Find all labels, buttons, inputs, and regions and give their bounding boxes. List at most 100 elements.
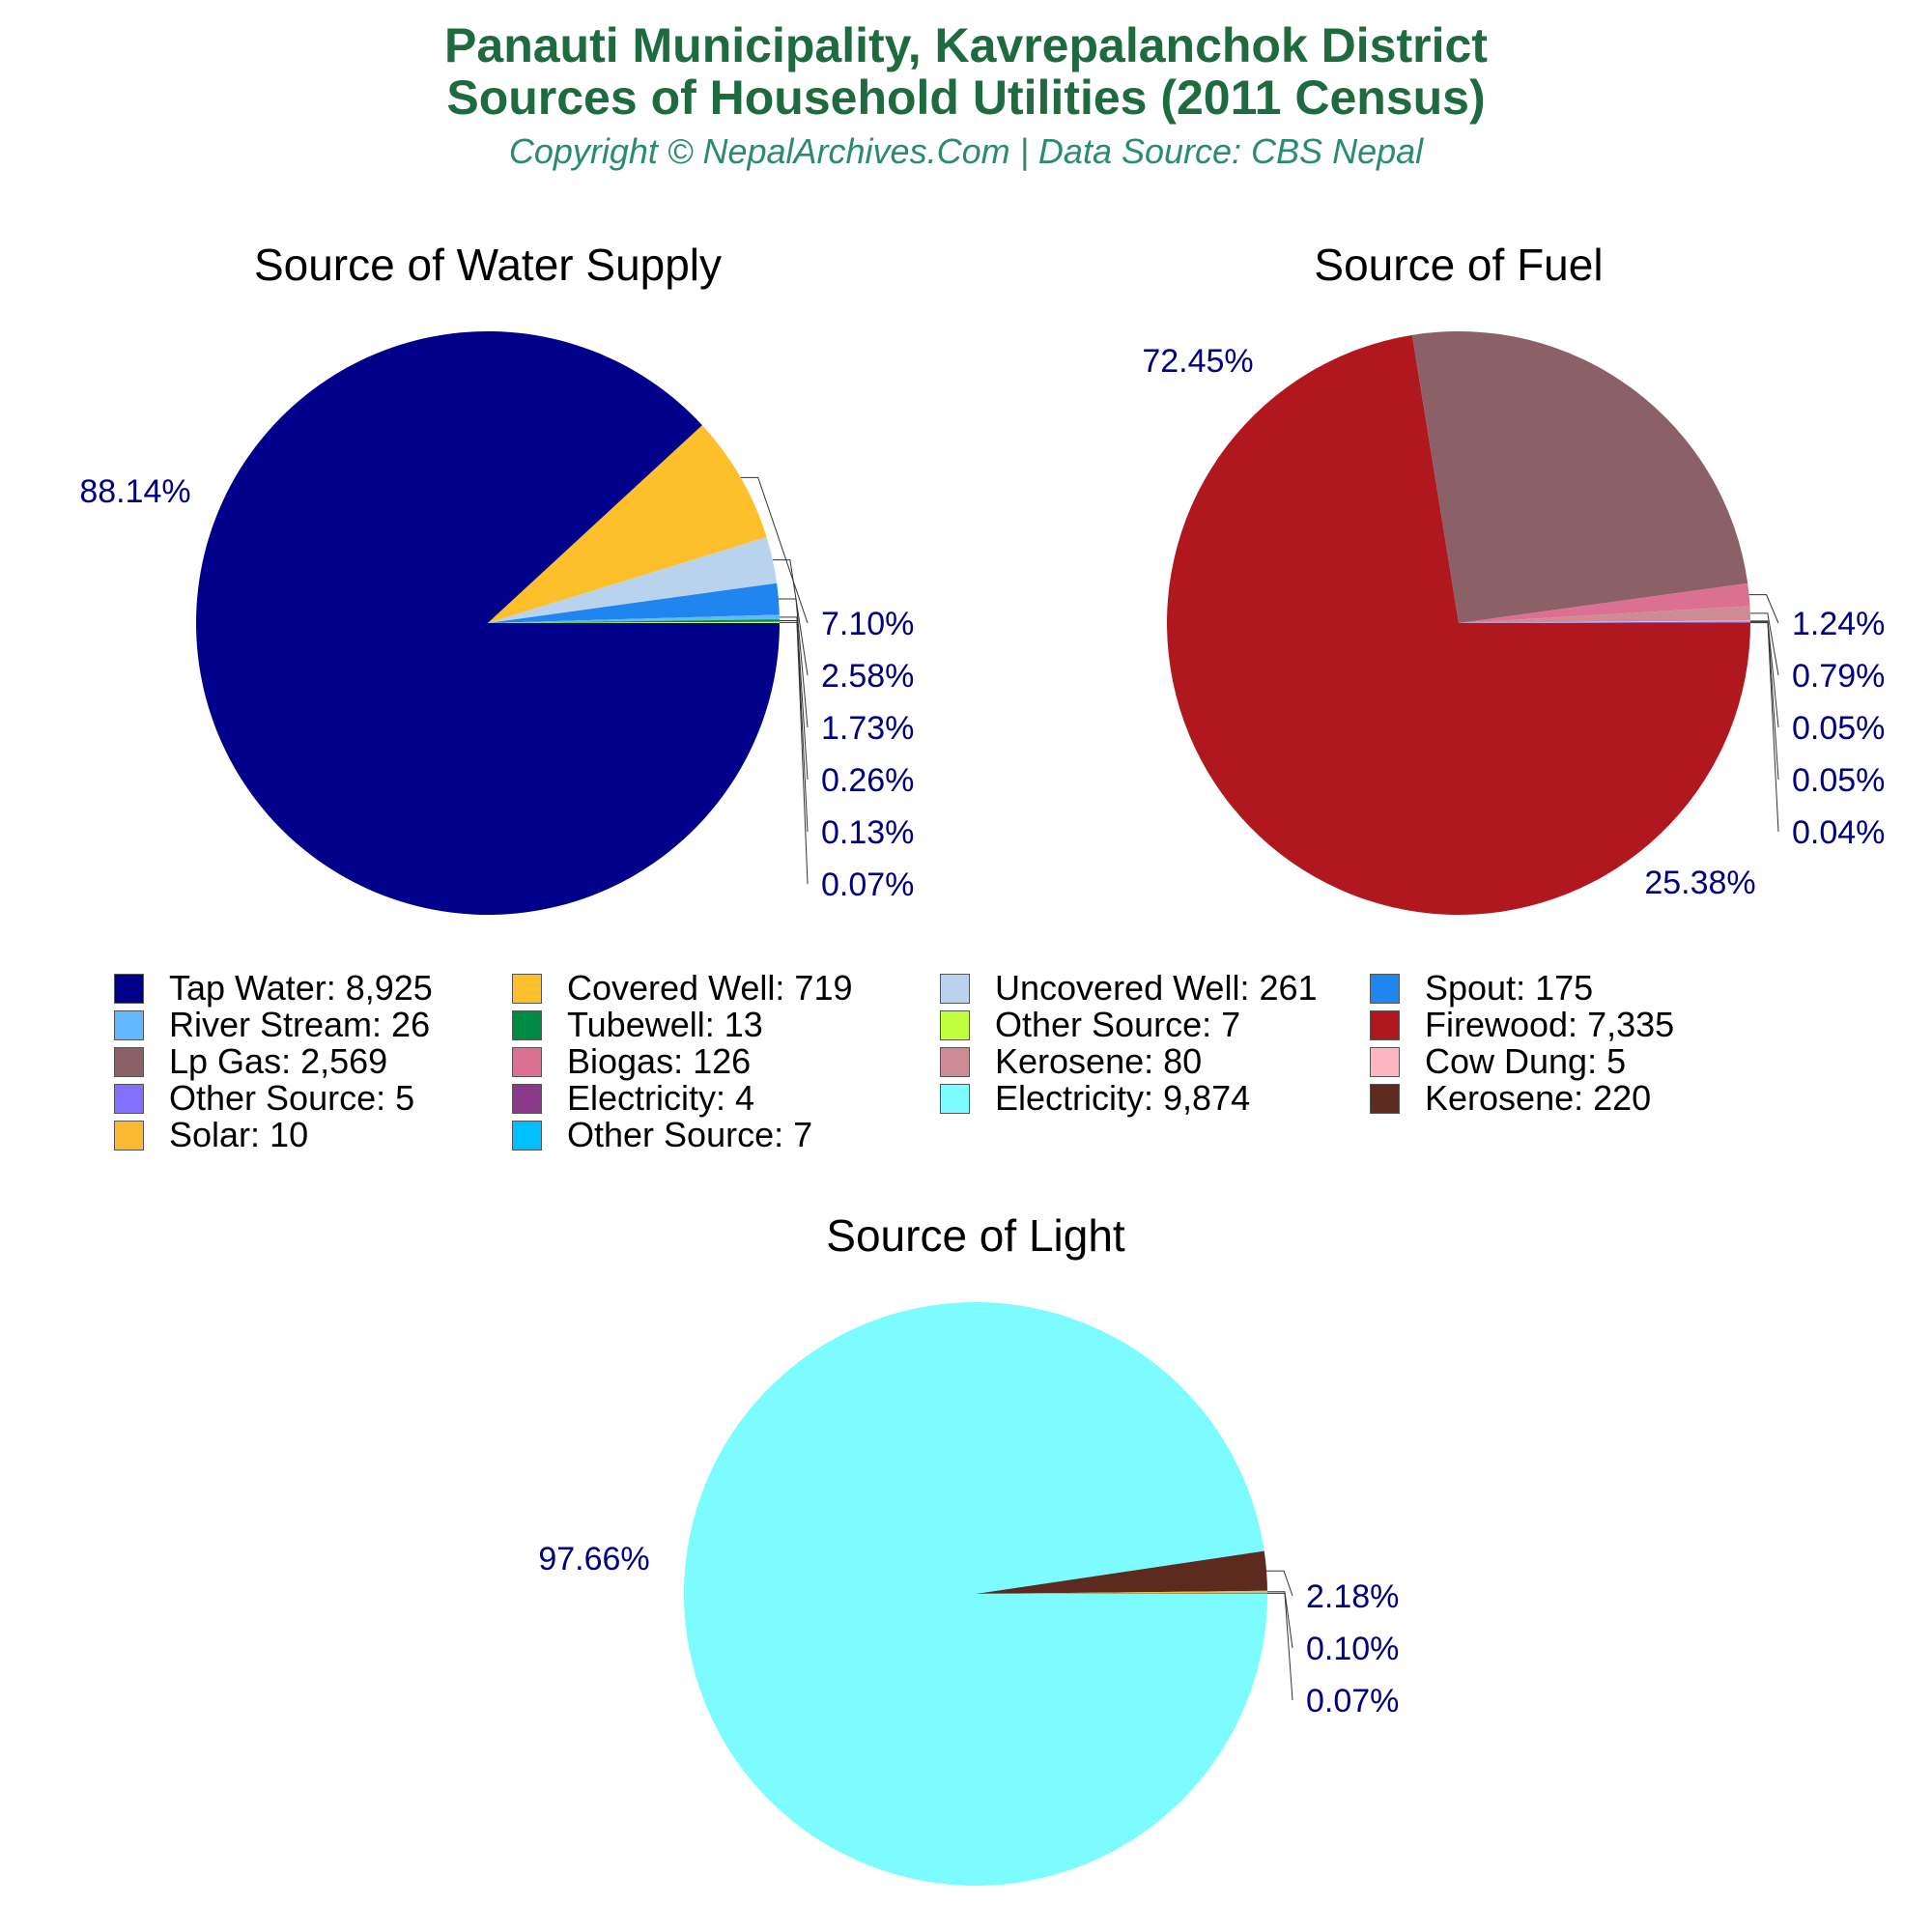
legend-item: Electricity: 4 bbox=[512, 1078, 755, 1118]
slice-percent-label: 0.10% bbox=[1306, 1631, 1399, 1667]
pie-slice-other-source bbox=[488, 621, 780, 623]
legend-swatch bbox=[1370, 1009, 1400, 1040]
legend-item: Covered Well: 719 bbox=[512, 968, 853, 1008]
slice-percent-label: 2.58% bbox=[821, 658, 914, 695]
leader-line bbox=[772, 559, 809, 676]
legend-swatch bbox=[1370, 973, 1400, 1004]
legend-item: Spout: 175 bbox=[1370, 968, 1594, 1008]
pie-slice-lp-gas bbox=[1411, 331, 1748, 623]
legend-swatch bbox=[940, 1083, 970, 1114]
leader-line bbox=[778, 598, 809, 728]
legend-item: Tap Water: 8,925 bbox=[114, 968, 433, 1008]
legend-swatch bbox=[512, 1083, 542, 1114]
legend-label: Kerosene: 220 bbox=[1425, 1078, 1652, 1118]
pie-slice-uncovered-well bbox=[488, 537, 778, 623]
pie-slice-kerosene bbox=[1459, 606, 1750, 623]
legend-swatch bbox=[940, 1046, 970, 1077]
legend-label: Cow Dung: 5 bbox=[1425, 1041, 1627, 1081]
pie-slice-electricity bbox=[1459, 622, 1750, 623]
legend-item: Other Source: 7 bbox=[940, 1005, 1241, 1044]
slice-percent-label: 0.26% bbox=[821, 762, 914, 799]
slice-percent-label: 72.45% bbox=[1142, 343, 1253, 380]
slice-percent-label: 25.38% bbox=[1644, 865, 1755, 901]
legend-label: Firewood: 7,335 bbox=[1425, 1005, 1675, 1044]
pie-slice-biogas bbox=[1459, 582, 1750, 623]
legend-label: Tap Water: 8,925 bbox=[169, 968, 433, 1008]
pie-slice-river-stream bbox=[488, 614, 780, 623]
leader-line bbox=[1749, 621, 1779, 781]
chart-subtitle: Copyright © NepalArchives.Com | Data Sou… bbox=[508, 131, 1424, 171]
pie-slice-firewood bbox=[1167, 334, 1750, 915]
leader-line bbox=[779, 619, 809, 833]
leader-line bbox=[779, 616, 809, 781]
leader-line bbox=[1749, 622, 1779, 833]
leader-line bbox=[1266, 1591, 1293, 1649]
pie-title: Source of Fuel bbox=[1314, 240, 1603, 290]
leader-line bbox=[740, 476, 809, 624]
legend-label: Spout: 175 bbox=[1425, 968, 1594, 1008]
legend-swatch bbox=[940, 973, 970, 1004]
legend-label: Other Source: 5 bbox=[169, 1078, 415, 1118]
pie-slice-kerosene bbox=[976, 1550, 1267, 1594]
legend-item: Kerosene: 80 bbox=[940, 1041, 1203, 1081]
leader-line bbox=[1266, 1592, 1293, 1701]
pie-chart-source-of-light: Source of Light 97.66% 2.18% 0.10% 0.07% bbox=[538, 1210, 1399, 1887]
legend-item: Solar: 10 bbox=[114, 1115, 309, 1154]
legend-label: Electricity: 9,874 bbox=[995, 1078, 1251, 1118]
slice-percent-label: 0.04% bbox=[1792, 814, 1885, 851]
slice-percent-label: 0.05% bbox=[1792, 710, 1885, 747]
pie-slice-cow-dung bbox=[1459, 620, 1750, 623]
legend-label: Other Source: 7 bbox=[995, 1005, 1241, 1044]
legend-item: Lp Gas: 2,569 bbox=[114, 1041, 387, 1081]
pie-slice-solar bbox=[976, 1590, 1267, 1594]
legend-swatch bbox=[114, 973, 144, 1004]
legend-item: Firewood: 7,335 bbox=[1370, 1005, 1675, 1044]
slice-percent-label: 2.18% bbox=[1306, 1578, 1399, 1615]
legend-label: Biogas: 126 bbox=[567, 1041, 752, 1081]
slice-percent-label: 0.07% bbox=[1306, 1683, 1399, 1719]
legend-item: River Stream: 26 bbox=[114, 1005, 430, 1044]
legend-swatch bbox=[114, 1083, 144, 1114]
slice-percent-label: 0.13% bbox=[821, 814, 914, 851]
legend-label: Other Source: 7 bbox=[567, 1115, 813, 1154]
legend-swatch bbox=[1370, 1046, 1400, 1077]
legend-swatch bbox=[512, 1046, 542, 1077]
legend-item: Kerosene: 220 bbox=[1370, 1078, 1652, 1118]
legend-label: Covered Well: 719 bbox=[567, 968, 853, 1008]
slice-percent-label: 88.14% bbox=[79, 473, 190, 510]
pie-slice-other-source bbox=[1459, 621, 1750, 623]
pie-slice-covered-well bbox=[488, 425, 767, 623]
pie-chart-source-of-water-supply: Source of Water Supply 88.14% 7.10% 2.58% 1.… bbox=[79, 240, 914, 915]
chart-title-line1: Panauti Municipality, Kavrepalanchok Dis… bbox=[444, 18, 1488, 72]
pie-title: Source of Water Supply bbox=[254, 240, 722, 290]
legend-item: Cow Dung: 5 bbox=[1370, 1041, 1627, 1081]
leader-line bbox=[779, 621, 809, 885]
leader-line bbox=[1748, 594, 1779, 624]
legend-swatch bbox=[512, 1120, 542, 1151]
legend-item: Biogas: 126 bbox=[512, 1041, 752, 1081]
legend-label: Kerosene: 80 bbox=[995, 1041, 1203, 1081]
slice-percent-label: 7.10% bbox=[821, 606, 914, 642]
slice-percent-label: 1.73% bbox=[821, 710, 914, 747]
pie-title: Source of Light bbox=[826, 1210, 1125, 1261]
legend-item: Electricity: 9,874 bbox=[940, 1078, 1251, 1118]
legend-label: Solar: 10 bbox=[169, 1115, 309, 1154]
legend-item: Other Source: 5 bbox=[114, 1078, 415, 1118]
slice-percent-label: 0.07% bbox=[821, 867, 914, 903]
legend-item: Other Source: 7 bbox=[512, 1115, 813, 1154]
slice-percent-label: 1.24% bbox=[1792, 606, 1885, 642]
pie-chart-source-of-fuel: Source of Fuel 72.45% 25.38% 1.24% 0.79% 0.05… bbox=[1142, 240, 1885, 915]
legend-swatch bbox=[512, 1009, 542, 1040]
slice-percent-label: 97.66% bbox=[538, 1541, 649, 1577]
pie-slice-spout bbox=[488, 582, 780, 623]
pie-slice-tubewell bbox=[488, 619, 780, 623]
pie-slice-electricity bbox=[684, 1302, 1267, 1887]
legend-swatch bbox=[114, 1009, 144, 1040]
legend-label: Electricity: 4 bbox=[567, 1078, 755, 1118]
legend-swatch bbox=[512, 973, 542, 1004]
slice-percent-label: 0.79% bbox=[1792, 658, 1885, 695]
leader-line bbox=[1749, 612, 1779, 676]
chart-title-line2: Sources of Household Utilities (2011 Cen… bbox=[446, 71, 1486, 125]
leader-line bbox=[1749, 620, 1779, 728]
